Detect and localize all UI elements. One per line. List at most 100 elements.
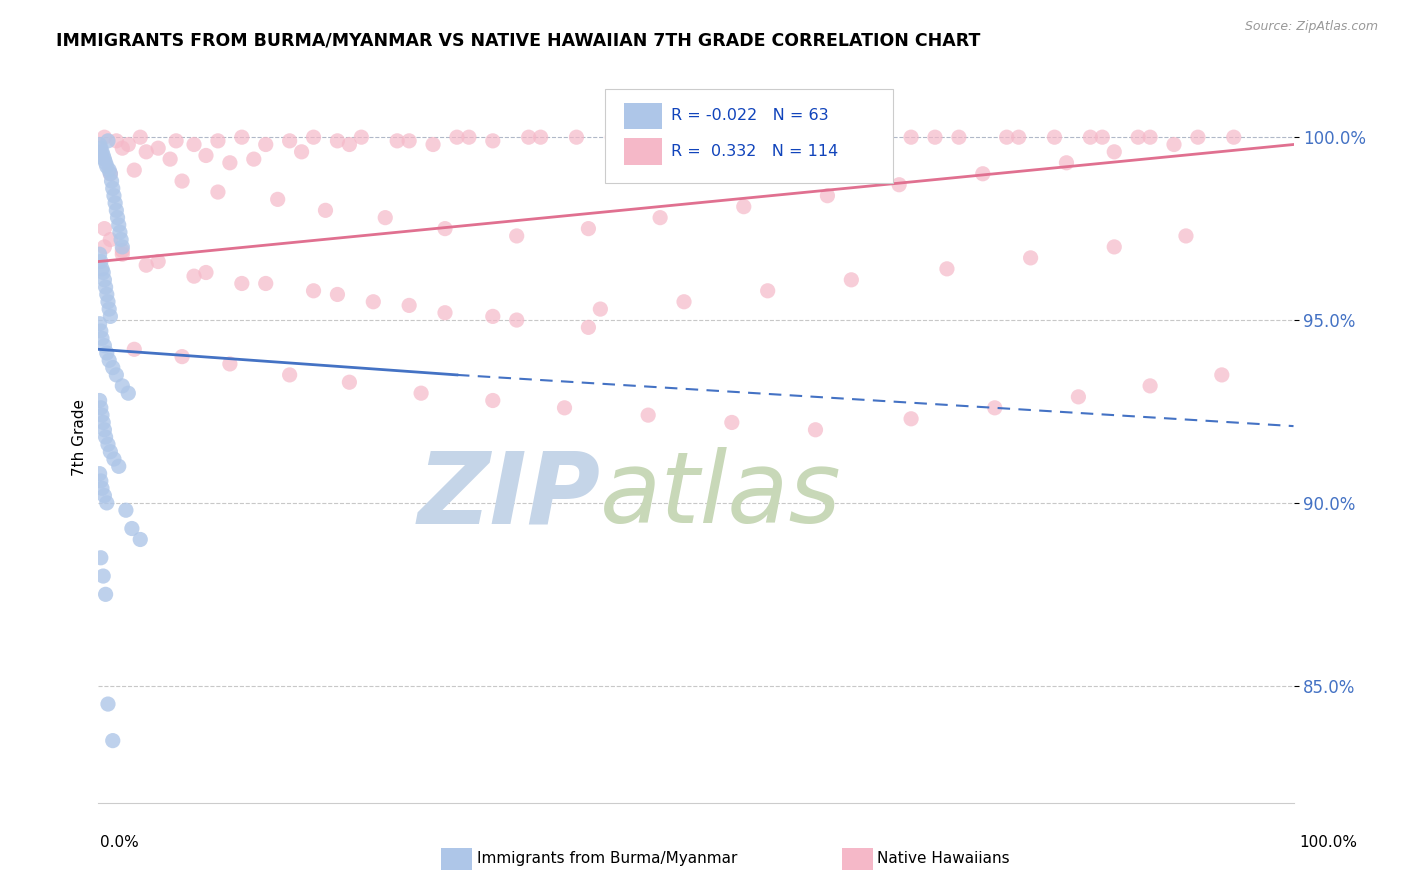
Point <box>97 697 120 711</box>
Point <box>1104 145 1126 159</box>
Point <box>385 134 409 148</box>
Point <box>105 134 128 148</box>
Point <box>105 368 128 382</box>
Point <box>350 130 373 145</box>
Point <box>815 188 838 202</box>
Point <box>278 368 301 382</box>
Point <box>517 130 540 145</box>
Point <box>93 423 115 437</box>
Point <box>326 287 349 301</box>
Point <box>100 174 122 188</box>
Point <box>183 137 205 152</box>
Point <box>111 247 134 261</box>
Point <box>98 310 122 324</box>
Point <box>94 430 117 444</box>
Point <box>721 416 744 430</box>
Text: Immigrants from Burma/Myanmar: Immigrants from Burma/Myanmar <box>477 851 737 865</box>
Point <box>339 375 361 389</box>
Text: atlas: atlas <box>600 447 842 544</box>
Point <box>565 130 588 145</box>
Text: 0.0%: 0.0% <box>100 836 139 850</box>
Point <box>89 467 111 481</box>
Point <box>411 386 433 401</box>
Point <box>90 324 112 338</box>
Point <box>481 310 505 324</box>
Point <box>302 284 325 298</box>
Point <box>1139 379 1161 393</box>
Point <box>195 266 218 280</box>
Point <box>231 277 253 291</box>
Point <box>733 200 755 214</box>
Point <box>135 145 157 159</box>
Point <box>1019 251 1042 265</box>
Point <box>530 130 553 145</box>
Point <box>374 211 396 225</box>
Point <box>254 137 277 152</box>
Point <box>93 240 115 254</box>
Point <box>91 416 114 430</box>
Point <box>613 130 636 145</box>
Point <box>685 130 707 145</box>
Point <box>117 137 139 152</box>
Point <box>841 130 863 145</box>
Text: R =  0.332   N = 114: R = 0.332 N = 114 <box>671 145 838 159</box>
Text: Source: ZipAtlas.com: Source: ZipAtlas.com <box>1244 20 1378 33</box>
Point <box>101 181 124 195</box>
Point <box>129 533 152 547</box>
Point <box>91 569 114 583</box>
Point <box>841 273 863 287</box>
Point <box>89 247 111 261</box>
Point <box>121 521 143 535</box>
Point <box>1080 130 1102 145</box>
Point <box>97 134 120 148</box>
Point <box>91 148 114 162</box>
Point <box>103 188 125 202</box>
Point <box>578 320 600 334</box>
Point <box>207 134 229 148</box>
Point <box>172 350 194 364</box>
Point <box>111 141 134 155</box>
Point <box>326 134 349 148</box>
Point <box>98 353 121 368</box>
Text: ZIP: ZIP <box>418 447 600 544</box>
Point <box>129 130 152 145</box>
Point <box>398 298 420 312</box>
Point <box>124 163 146 178</box>
Point <box>589 302 612 317</box>
Point <box>889 178 911 192</box>
Point <box>98 163 121 178</box>
Point <box>315 203 337 218</box>
Point <box>89 317 111 331</box>
Point <box>93 221 115 235</box>
Point <box>1187 130 1209 145</box>
Point <box>91 481 114 495</box>
Point <box>91 408 114 422</box>
Point <box>195 148 218 162</box>
Point <box>422 137 444 152</box>
Point <box>165 134 187 148</box>
Point <box>219 155 242 169</box>
Point <box>94 587 117 601</box>
Point <box>97 294 120 309</box>
Point <box>94 155 117 169</box>
Point <box>1175 229 1198 244</box>
Point <box>115 503 138 517</box>
Point <box>148 141 170 155</box>
Point <box>93 273 115 287</box>
Point <box>481 134 505 148</box>
Point <box>852 130 875 145</box>
Point <box>219 357 242 371</box>
Point <box>98 233 122 247</box>
Point <box>96 160 118 174</box>
Point <box>267 193 290 207</box>
Point <box>90 550 112 565</box>
Point <box>1104 240 1126 254</box>
Point <box>278 134 301 148</box>
Point <box>291 145 314 159</box>
Point <box>111 379 134 393</box>
Point <box>91 266 114 280</box>
Point <box>578 221 600 235</box>
Point <box>481 393 505 408</box>
Point <box>1128 130 1150 145</box>
Point <box>207 185 229 199</box>
